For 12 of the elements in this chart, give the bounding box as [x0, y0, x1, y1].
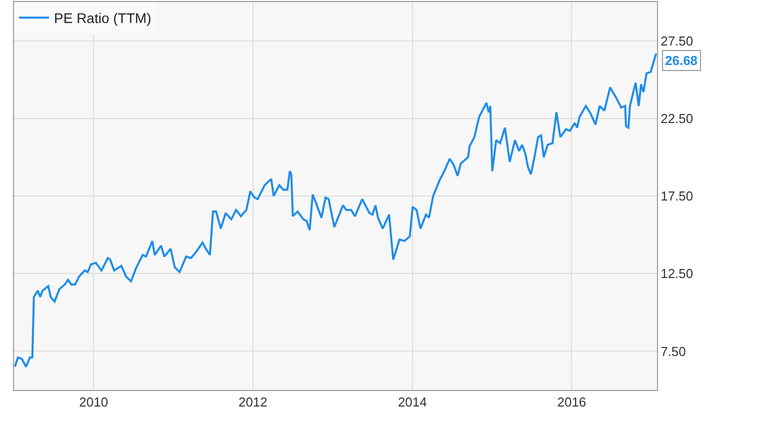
y-tick-label: 7.50 [660, 344, 686, 359]
x-tick-label: 2010 [79, 394, 108, 410]
y-tick-label: 27.50 [660, 33, 694, 48]
legend-label: PE Ratio (TTM) [54, 10, 152, 26]
line-series [14, 52, 657, 368]
y-tick-label: 12.50 [660, 266, 694, 282]
annotation: 26.68 [665, 53, 698, 68]
x-tick-label: 2016 [557, 394, 586, 410]
x-tick-label: 2012 [238, 394, 268, 410]
x-tick-label: 2014 [398, 394, 427, 410]
y-tick-label: 17.50 [660, 188, 694, 204]
y-tick-label: 22.50 [660, 110, 694, 126]
